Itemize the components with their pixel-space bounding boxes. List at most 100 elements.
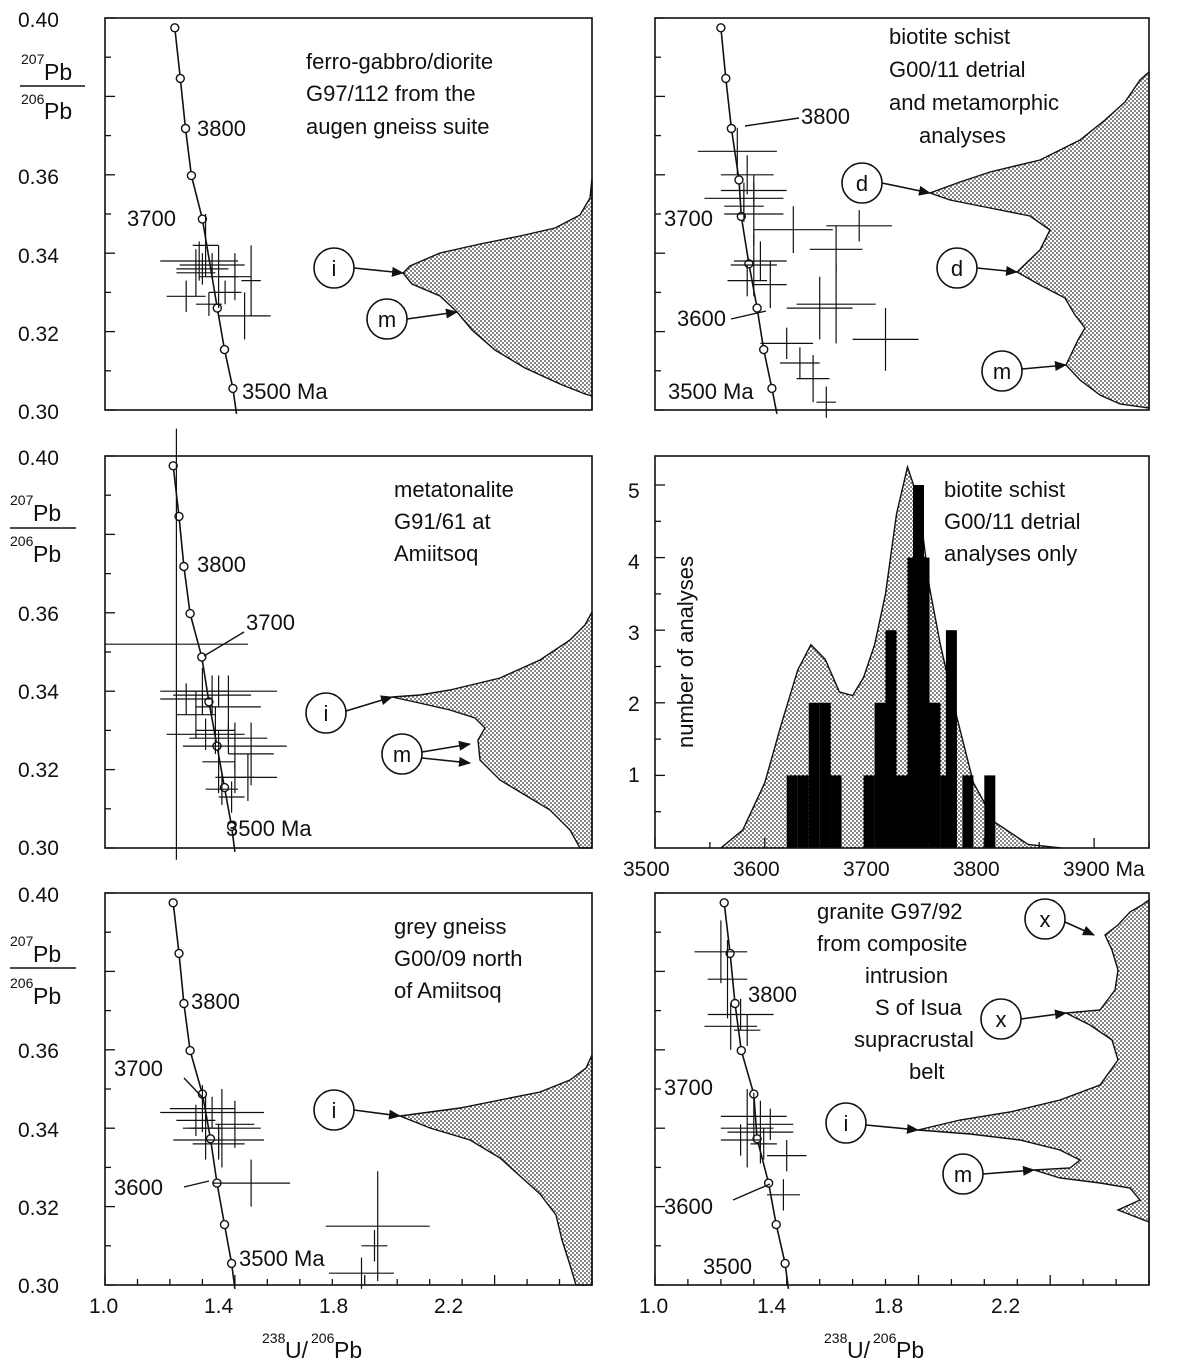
- concordia-age-point: [767, 383, 777, 394]
- panel-title-line: biotite schist: [944, 477, 1065, 502]
- peak-marker-m: m: [366, 298, 458, 340]
- panel-title-line: ferro-gabbro/diorite: [306, 49, 493, 74]
- density-curve: [391, 611, 593, 849]
- plot-frame: [654, 455, 1150, 849]
- panel-title-line: from composite: [817, 931, 967, 956]
- analysis-cross: [195, 706, 235, 754]
- x-label-sup1: 238: [262, 1330, 286, 1346]
- analyses-error-crosses: [697, 127, 919, 418]
- y-axis-label: 207 Pb 206 Pb: [10, 933, 76, 1009]
- analysis-cross: [192, 214, 219, 277]
- y-label-base2: Pb: [44, 98, 72, 124]
- concordia-curve: [716, 23, 778, 415]
- y-label-sup2: 206: [10, 975, 34, 991]
- analysis-cross: [189, 722, 268, 754]
- analysis-cross: [786, 276, 853, 340]
- analysis-cross: [173, 675, 252, 715]
- y-ticks: [105, 455, 115, 849]
- concordia-age-label: 3500 Ma: [226, 816, 312, 841]
- y-tick-label: 2: [628, 693, 640, 716]
- y-tick-label: 0.36: [18, 1040, 59, 1063]
- concordia-age-point: [197, 214, 208, 224]
- analysis-cross: [176, 1104, 216, 1136]
- analysis-cross: [727, 265, 767, 297]
- y-label-base1: Pb: [44, 59, 72, 85]
- concordia-age-point: [212, 303, 223, 313]
- y-tick-label: 3: [628, 622, 640, 645]
- svg-text:i: i: [332, 1098, 337, 1123]
- concordia-age-point: [185, 1045, 195, 1056]
- concordia-age-label: 3700: [664, 1075, 713, 1100]
- panel-title-line: metatonalite: [394, 477, 514, 502]
- analysis-cross: [361, 1230, 388, 1262]
- concordia-age-point: [716, 23, 726, 33]
- concordia-age-point: [736, 1045, 746, 1056]
- concordia-age-label: 3600: [114, 1175, 163, 1200]
- analysis-cross: [189, 1096, 222, 1160]
- analysis-cross: [218, 781, 245, 813]
- concordia-age-point: [174, 948, 184, 959]
- analysis-cross: [205, 773, 239, 805]
- peak-marker-i: i: [305, 692, 393, 734]
- peak-marker-d: d: [841, 162, 931, 204]
- histogram-bar: [984, 775, 996, 848]
- analysis-cross: [809, 225, 863, 273]
- analysis-cross: [160, 1096, 265, 1129]
- peak-marker-i: i: [313, 1089, 401, 1131]
- concordia-age-point: [759, 344, 769, 355]
- analysis-cross: [852, 308, 919, 371]
- concordia-line: [172, 902, 236, 1290]
- svg-text:m: m: [993, 359, 1011, 384]
- panel-title-line: belt: [909, 1059, 944, 1084]
- panel-title-line: analyses: [919, 123, 1006, 148]
- analysis-cross: [195, 292, 222, 316]
- concordia-age-point: [197, 652, 207, 662]
- panel-title-line: granite G97/92: [817, 899, 963, 924]
- x-tick-label: 3600: [733, 858, 780, 881]
- analysis-cross: [707, 940, 748, 1019]
- concordia-age-point: [174, 511, 184, 522]
- analysis-cross: [325, 1171, 430, 1282]
- histogram-bar: [797, 775, 809, 848]
- analysis-cross: [176, 249, 216, 297]
- label-leader: [730, 310, 767, 320]
- analysis-cross: [730, 233, 777, 297]
- label-leader: [203, 631, 245, 657]
- concordia-age-point: [752, 1134, 762, 1144]
- x-tick-label: 1.4: [757, 1295, 787, 1318]
- concordia-age-point: [175, 73, 186, 84]
- concordia-age-point: [752, 303, 762, 313]
- analysis-cross: [241, 245, 261, 316]
- y-tick-label: 0.34: [18, 681, 59, 704]
- concordia-age-point: [734, 175, 744, 185]
- peak-marker-d: d: [936, 247, 1018, 289]
- concordia-age-point: [228, 383, 238, 394]
- analysis-cross: [160, 683, 213, 715]
- peak-marker-m: m: [981, 350, 1067, 392]
- y-label-sup2: 206: [21, 91, 45, 107]
- panel-title-line: and metamorphic: [889, 90, 1059, 115]
- analysis-cross: [796, 265, 876, 344]
- analysis-cross: [166, 718, 245, 750]
- panel-middle-right: 5 4 3 2 1 3500 3600 3700 3800 3900 Ma nu…: [623, 455, 1150, 881]
- analysis-cross: [727, 1100, 794, 1164]
- analysis-cross: [753, 261, 787, 309]
- analysis-cross: [694, 920, 748, 984]
- x-label-base2: Pb: [896, 1337, 924, 1363]
- analysis-cross: [218, 753, 278, 801]
- analysis-cross: [720, 1092, 787, 1140]
- concordia-age-point: [726, 123, 737, 134]
- panel-title-line: intrusion: [865, 963, 948, 988]
- y-tick-label: 0.30: [18, 1275, 59, 1298]
- y-label-base1: Pb: [33, 941, 61, 967]
- analysis-cross: [215, 1100, 255, 1148]
- panel-title-line: supracrustal: [854, 1027, 974, 1052]
- analysis-cross: [160, 675, 278, 707]
- analysis-cross: [720, 155, 774, 195]
- panel-title-line: S of Isua: [875, 995, 963, 1020]
- panel-title-line: biotite schist: [889, 24, 1010, 49]
- analysis-cross: [218, 253, 252, 301]
- peak-marker-m: m: [381, 733, 471, 775]
- histogram-bar: [885, 630, 897, 848]
